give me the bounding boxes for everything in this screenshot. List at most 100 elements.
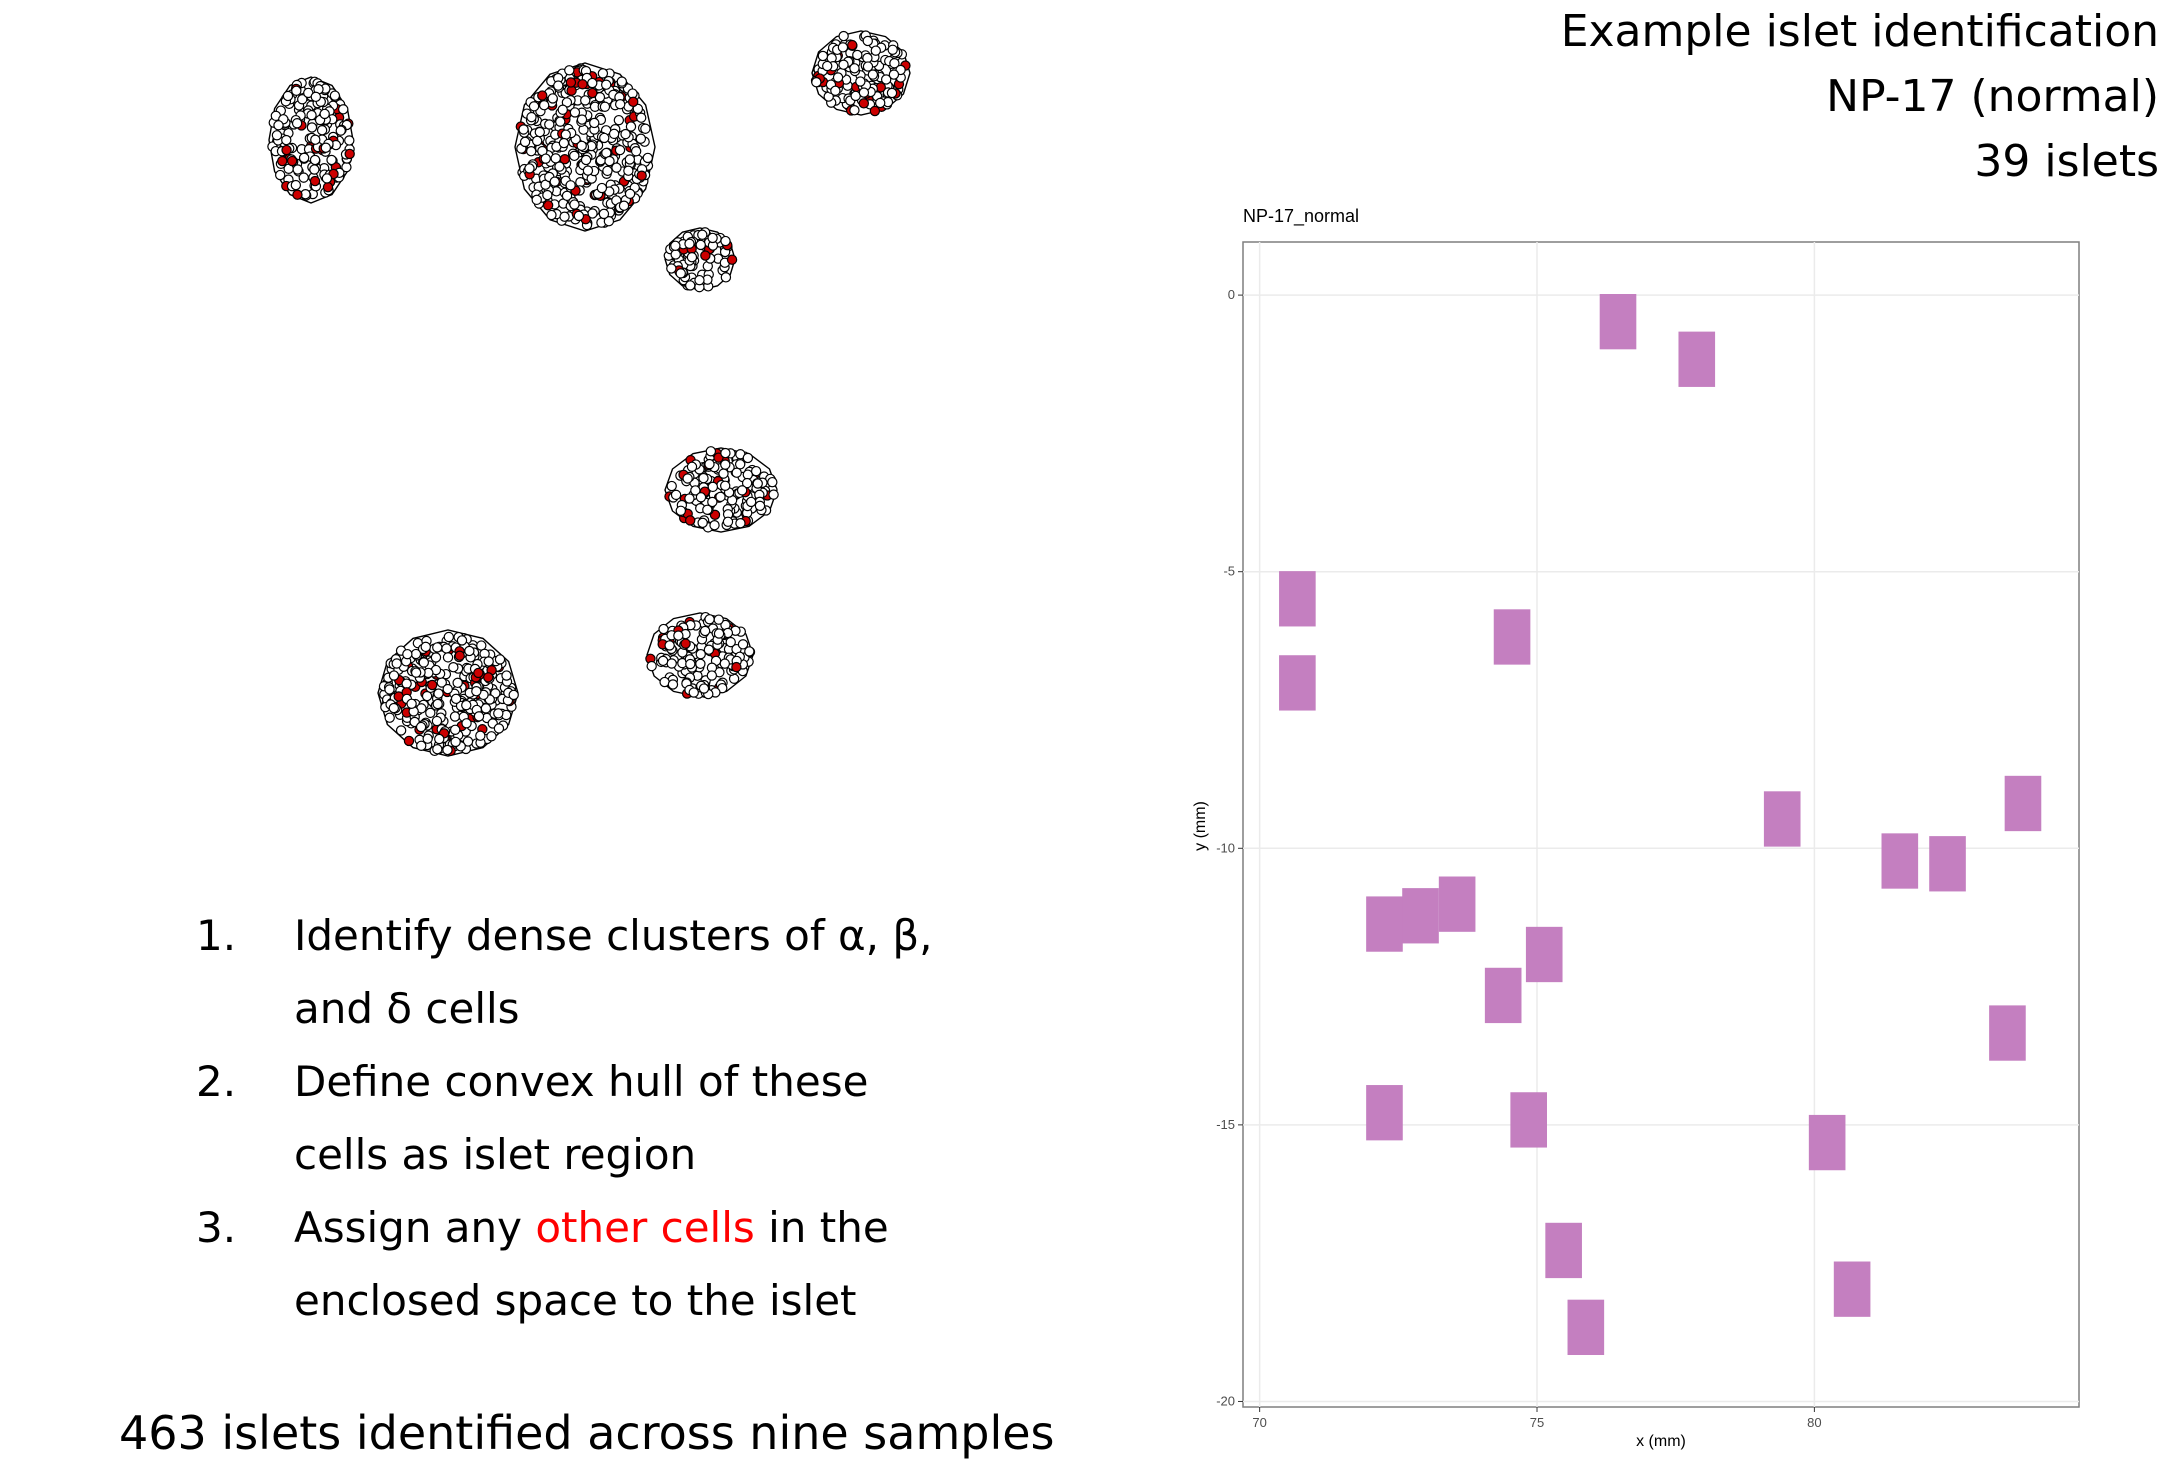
cell bbox=[856, 77, 865, 86]
cell bbox=[451, 694, 460, 703]
cell bbox=[453, 678, 462, 687]
tissue-core bbox=[1439, 876, 1476, 931]
tissue-core bbox=[1929, 836, 1966, 891]
cell bbox=[402, 679, 411, 688]
cell bbox=[863, 53, 872, 62]
cell bbox=[519, 125, 528, 134]
cell bbox=[889, 70, 898, 79]
cell bbox=[570, 151, 579, 160]
cell bbox=[686, 516, 695, 525]
cell bbox=[848, 41, 857, 50]
cell bbox=[671, 250, 680, 259]
cell bbox=[870, 106, 879, 115]
cell bbox=[494, 709, 503, 718]
step-text: Identify dense clusters of α, β, bbox=[294, 911, 933, 960]
cell bbox=[720, 659, 729, 668]
cell bbox=[288, 156, 297, 165]
cell bbox=[293, 165, 302, 174]
cell bbox=[643, 153, 652, 162]
y-tick-label: -5 bbox=[1223, 564, 1235, 579]
cell bbox=[624, 166, 633, 175]
step-line: Identify dense clusters of α, β, bbox=[294, 911, 933, 960]
cell bbox=[385, 685, 394, 694]
cell bbox=[812, 78, 821, 87]
tissue-core bbox=[1678, 332, 1715, 387]
cell bbox=[423, 734, 432, 743]
cell bbox=[434, 689, 443, 698]
cell bbox=[590, 118, 599, 127]
step-number: 3. bbox=[196, 1203, 236, 1252]
cell bbox=[863, 36, 872, 45]
cell bbox=[625, 155, 634, 164]
cell bbox=[560, 212, 569, 221]
cell bbox=[476, 731, 485, 740]
cell bbox=[581, 96, 590, 105]
cell bbox=[686, 281, 695, 290]
cell bbox=[598, 69, 607, 78]
cell bbox=[570, 108, 579, 117]
cell bbox=[484, 657, 493, 666]
cell bbox=[474, 668, 483, 677]
cell bbox=[637, 171, 646, 180]
cell bbox=[291, 180, 300, 189]
cell bbox=[732, 663, 741, 672]
cell bbox=[743, 453, 752, 462]
cell bbox=[299, 173, 308, 182]
cell bbox=[282, 145, 291, 154]
cell bbox=[578, 80, 587, 89]
cell bbox=[533, 136, 542, 145]
cell bbox=[755, 501, 764, 510]
cell bbox=[676, 506, 685, 515]
title-line: 39 islets bbox=[1974, 136, 2159, 187]
step-line: cells as islet region bbox=[294, 1130, 696, 1179]
cell bbox=[602, 80, 611, 89]
cell bbox=[323, 183, 332, 192]
cell bbox=[839, 60, 848, 69]
cell bbox=[667, 264, 676, 273]
cell bbox=[687, 462, 696, 471]
cell bbox=[745, 647, 754, 656]
cell bbox=[859, 88, 868, 97]
cell bbox=[686, 659, 695, 668]
cell bbox=[455, 651, 464, 660]
cell bbox=[283, 91, 292, 100]
step-text: cells as islet region bbox=[294, 1130, 696, 1179]
cell bbox=[307, 123, 316, 132]
x-tick-label: 80 bbox=[1807, 1415, 1821, 1430]
cell bbox=[597, 183, 606, 192]
x-axis-label: x (mm) bbox=[1636, 1433, 1686, 1450]
cell bbox=[705, 615, 714, 624]
cell bbox=[636, 134, 645, 143]
cell bbox=[699, 684, 708, 693]
cell bbox=[588, 88, 597, 97]
cell bbox=[565, 66, 574, 75]
cell bbox=[665, 641, 674, 650]
tissue-core bbox=[1809, 1115, 1846, 1170]
cell bbox=[444, 632, 453, 641]
cell bbox=[385, 713, 394, 722]
cell bbox=[529, 102, 538, 111]
tissue-core bbox=[1279, 571, 1316, 626]
cell bbox=[723, 517, 732, 526]
tissue-core bbox=[1366, 1085, 1403, 1140]
cell bbox=[689, 688, 698, 697]
tissue-core bbox=[1402, 888, 1439, 943]
cell bbox=[318, 126, 327, 135]
cell bbox=[292, 119, 301, 128]
cell bbox=[863, 62, 872, 71]
cell bbox=[495, 655, 504, 664]
cell bbox=[538, 91, 547, 100]
cell bbox=[719, 469, 728, 478]
step-line: Define convex hull of these bbox=[294, 1057, 868, 1106]
tissue-core bbox=[2005, 776, 2042, 831]
tissue-core bbox=[1882, 833, 1919, 888]
tissue-core bbox=[1764, 791, 1801, 846]
cell bbox=[705, 460, 714, 469]
cell bbox=[871, 46, 880, 55]
cell bbox=[721, 481, 730, 490]
cell bbox=[732, 468, 741, 477]
cell bbox=[527, 113, 536, 122]
cell bbox=[747, 497, 756, 506]
cell bbox=[681, 639, 690, 648]
